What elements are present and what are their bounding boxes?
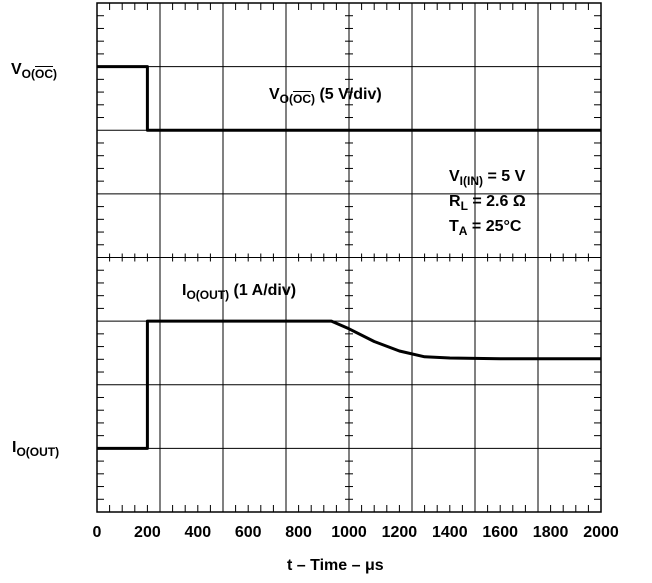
x-tick-label: 1000 bbox=[331, 524, 367, 541]
plot-frame bbox=[96, 2, 602, 513]
i-out-trace bbox=[97, 319, 601, 450]
v-out-oc-trace bbox=[97, 65, 601, 132]
traces bbox=[97, 65, 601, 450]
x-tick-label: 1600 bbox=[482, 524, 518, 541]
x-tick-label: 1800 bbox=[532, 524, 569, 541]
x-tick-label: 1400 bbox=[432, 524, 468, 541]
x-tick-label: 800 bbox=[285, 524, 312, 541]
condition-ambient-temp: TA = 25°C bbox=[449, 218, 522, 238]
x-tick-label: 0 bbox=[92, 524, 102, 541]
condition-input-voltage: VI(IN) = 5 V bbox=[449, 168, 526, 188]
v-trace-label: VO(OC) (5 V/div) bbox=[269, 86, 382, 106]
v-out-oc-marker: VO(OC) bbox=[11, 61, 58, 81]
i-out-marker: IO(OUT) bbox=[12, 439, 60, 459]
x-tick-label: 200 bbox=[134, 524, 161, 541]
x-tick-label: 400 bbox=[184, 524, 212, 541]
x-tick-label: 2000 bbox=[583, 524, 619, 541]
x-tick-label: 600 bbox=[234, 524, 262, 541]
condition-load-resistance: RL = 2.6 Ω bbox=[449, 193, 526, 213]
i-trace-label: IO(OUT) (1 A/div) bbox=[182, 282, 297, 302]
x-tick-label: 1200 bbox=[381, 524, 418, 541]
x-axis-label: t – Time – μs bbox=[287, 557, 384, 574]
